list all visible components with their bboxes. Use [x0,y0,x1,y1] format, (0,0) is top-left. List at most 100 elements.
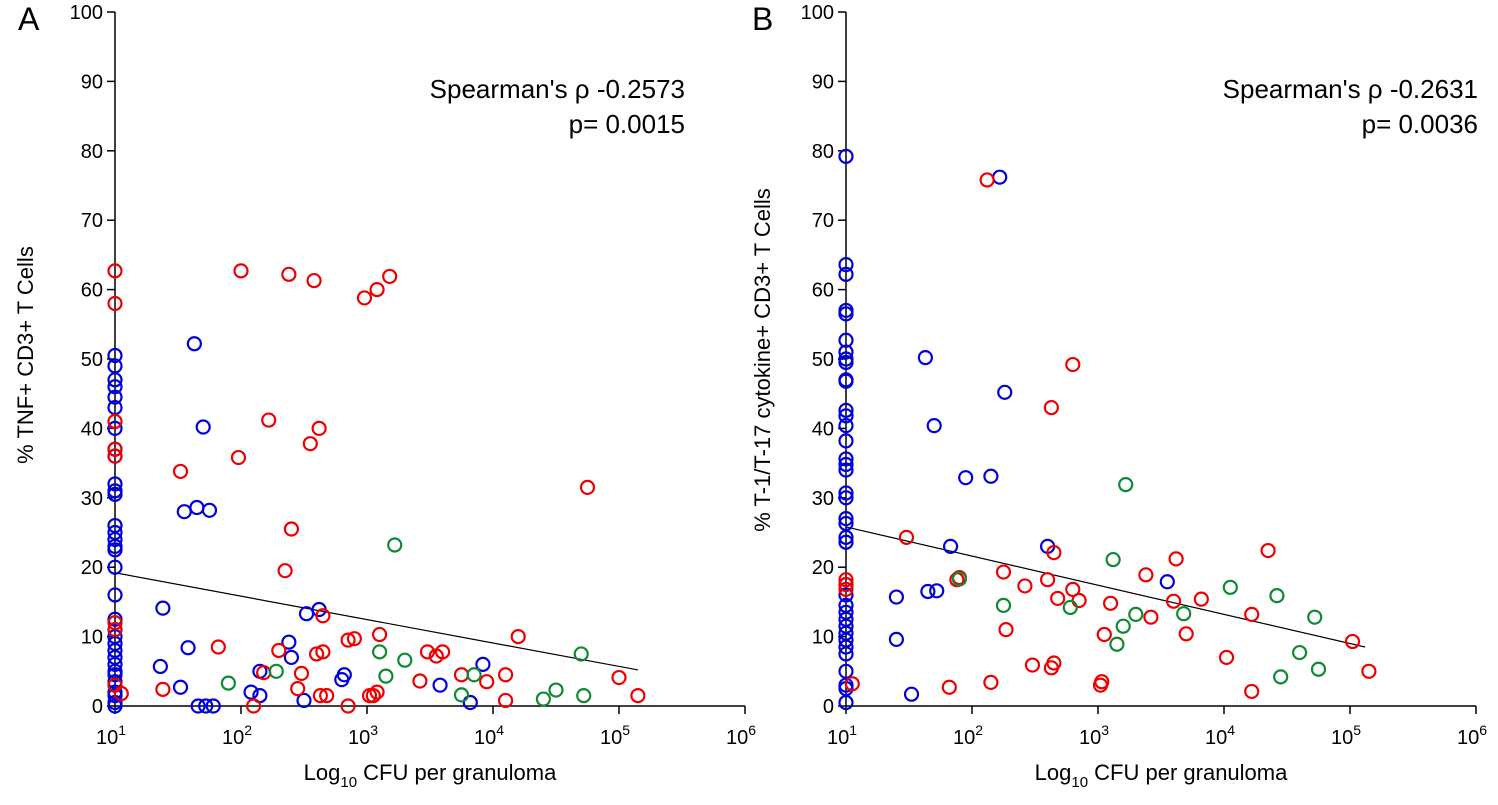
data-point [838,266,854,282]
data-point [372,626,388,643]
data-point [107,413,123,430]
data-point [920,583,936,600]
data-point [397,652,413,668]
data-point [319,687,335,704]
data-point [1118,477,1134,493]
data-point [271,642,287,659]
data-point [1159,574,1175,590]
data-point [201,502,218,518]
data-point [372,644,388,660]
data-point [107,389,123,405]
data-point [315,608,331,624]
data-point [107,448,123,464]
data-point [378,668,394,684]
y-tick-label: 80 [812,141,834,163]
data-point [888,631,905,647]
y-tick-label: 100 [70,2,103,24]
data-point [479,674,495,690]
data-point [1361,663,1377,679]
data-point [261,412,277,428]
y-tick-label: 60 [81,280,103,302]
data-point [107,420,123,436]
data-point [1071,592,1087,609]
data-point [220,675,236,691]
data-point [172,679,189,695]
data-point [942,538,959,554]
data-point [233,263,249,279]
data-point [838,332,854,348]
data-point [838,587,854,603]
data-point [283,649,299,666]
x-tick-label: 101 [827,722,857,749]
data-point [107,615,123,631]
data-point [107,698,123,714]
x-tick-label: 102 [222,722,252,749]
data-point [268,663,284,679]
data-point [1291,644,1308,661]
data-point [838,402,854,418]
x-axis-title-log: Log [1035,760,1072,785]
data-point [983,674,999,691]
data-point [186,336,202,352]
data-point [1344,633,1361,650]
y-tick-label: 60 [812,280,834,302]
data-point [958,470,974,486]
y-tick-label: 70 [812,210,834,232]
data-point [1128,606,1144,622]
data-point [1168,551,1184,567]
data-point [172,463,189,480]
data-point [838,456,854,473]
data-point [107,295,123,312]
data-point [888,589,905,605]
y-tick-label: 50 [812,349,834,371]
data-point [1222,579,1238,595]
x-tick-label: 104 [474,722,504,749]
data-point [1065,356,1081,373]
x-tick-label: 105 [600,722,630,749]
data-point [205,698,221,714]
data-point [510,628,526,645]
data-point [838,534,854,550]
x-axis-title-log: Log [304,760,341,785]
data-point [107,476,123,492]
data-point [1115,618,1131,634]
data-point [898,529,915,545]
data-point [230,449,247,466]
data-point [929,583,945,599]
data-point [838,581,854,598]
data-point [1260,542,1276,559]
data-point [190,698,206,714]
data-point [466,667,482,683]
data-points [107,263,646,714]
data-point [995,597,1012,613]
data-point [334,672,350,688]
data-point [1062,599,1078,616]
y-axis-title: % TNF+ CD3+ T Cells [13,246,38,464]
data-point [453,667,470,683]
x-tick-label: 103 [1079,722,1109,749]
data-point [1046,545,1062,561]
data-point [1310,661,1327,677]
data-point [107,486,123,502]
data-point [498,692,514,709]
x-axis-title-rest: CFU per granuloma [357,760,557,785]
data-point [243,684,259,700]
x-tick-label: 103 [348,722,378,749]
data-point [290,681,306,697]
y-tick-label: 0 [823,696,834,718]
data-point [369,684,385,700]
data-point [107,441,123,457]
data-point [189,499,205,516]
y-tick-group: 0 10 20 30 40 50 60 70 80 90 100 [801,2,846,718]
data-point [1165,593,1182,609]
data-point [107,622,123,638]
data-point [1039,572,1056,588]
data-point [1138,567,1154,583]
x-tick-label: 106 [1457,722,1487,749]
data-point [107,347,123,364]
data-point [296,692,312,709]
data-point [498,667,514,683]
data-point [1109,636,1125,652]
data-point [838,490,854,506]
